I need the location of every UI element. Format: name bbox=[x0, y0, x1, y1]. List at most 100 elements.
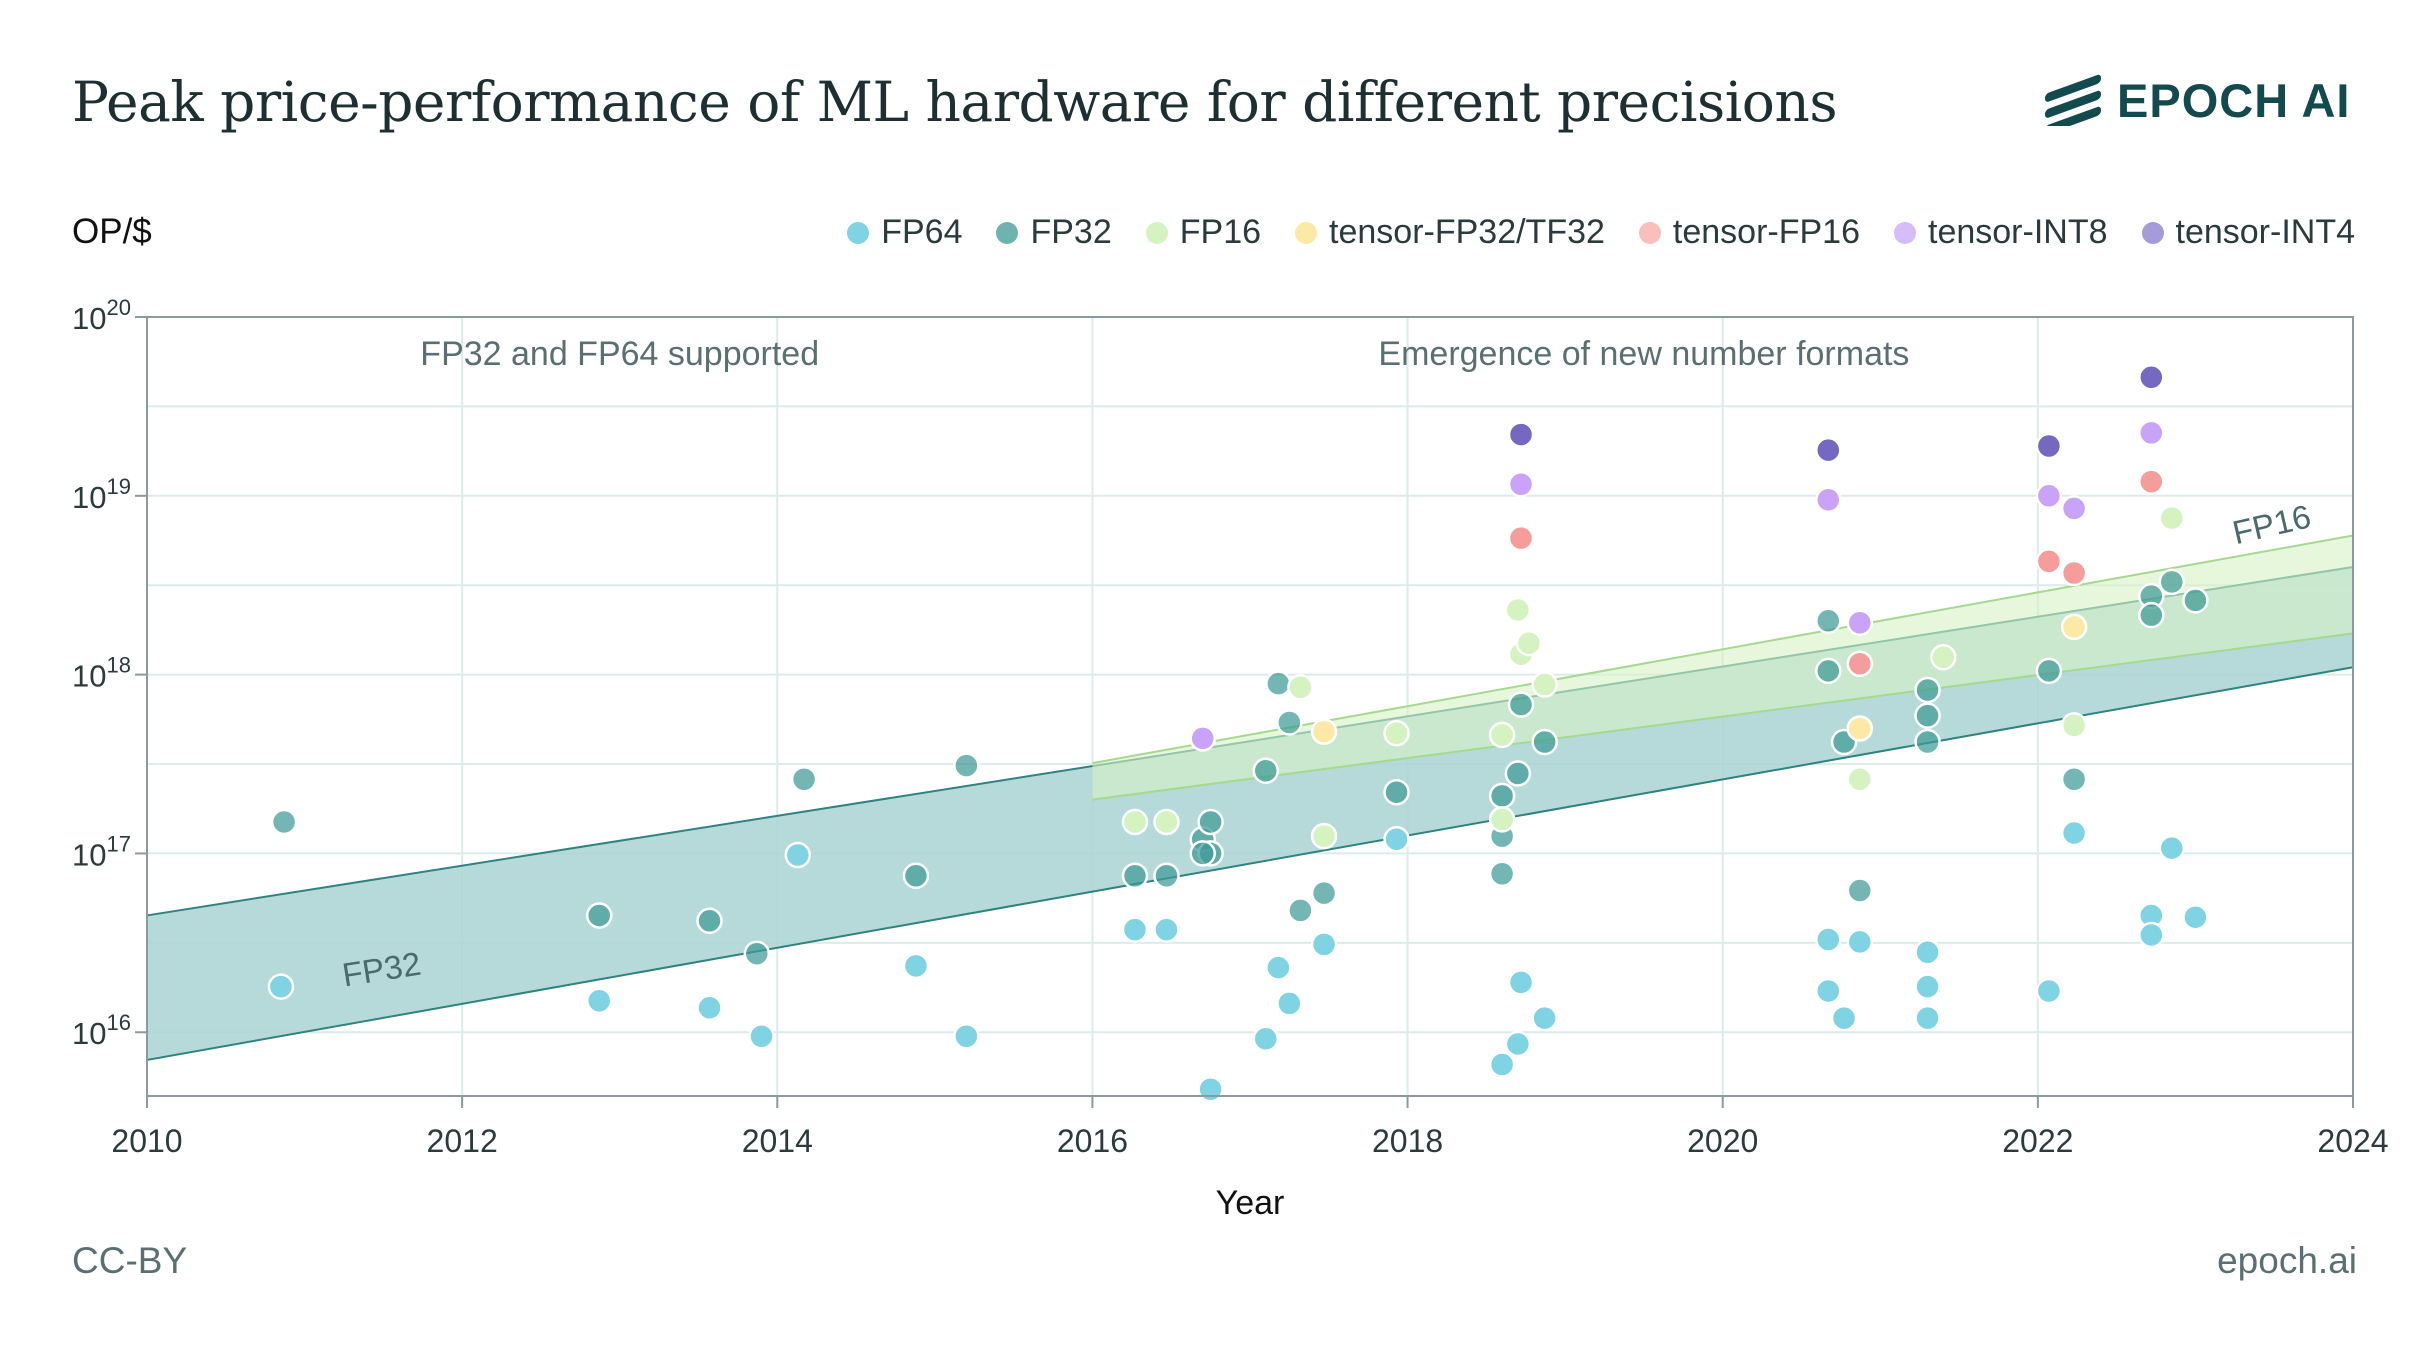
data-point-fp64 bbox=[1197, 1075, 1224, 1103]
x-axis-label: Year bbox=[1216, 1184, 1285, 1222]
data-point-fp64 bbox=[1830, 1004, 1858, 1032]
data-point-fp32 bbox=[2182, 587, 2209, 614]
data-point-tensor-fp32-tf32 bbox=[1846, 715, 1874, 742]
data-point-tensor-int8 bbox=[2060, 495, 2088, 522]
x-tick-label: 2022 bbox=[2002, 1123, 2073, 1159]
y-tick-label: 1018 bbox=[72, 653, 131, 694]
legend-label-tensor-fp32-tf32: tensor-FP32/TF32 bbox=[1329, 213, 1605, 251]
x-tick-label: 2012 bbox=[427, 1123, 498, 1159]
data-point-fp32 bbox=[1846, 877, 1874, 904]
trend-label-fp16: FP16 bbox=[2229, 497, 2314, 551]
y-tick-label: 1020 bbox=[72, 295, 131, 336]
x-tick-label: 2010 bbox=[111, 1123, 182, 1159]
data-point-tensor-int4 bbox=[1815, 436, 1842, 464]
data-point-fp64 bbox=[2138, 921, 2165, 949]
trend-band-upper-fp16 bbox=[1092, 534, 2354, 765]
data-point-fp32 bbox=[1252, 757, 1280, 785]
legend-item-tensor-fp32-tf32[interactable]: tensor-FP32/TF32 bbox=[1295, 213, 1605, 252]
data-point-fp32 bbox=[1265, 670, 1292, 697]
y-unit-label: OP/$ bbox=[72, 212, 152, 251]
data-point-fp64 bbox=[1914, 1004, 1941, 1032]
data-point-fp32 bbox=[790, 765, 818, 793]
data-point-fp32 bbox=[1914, 728, 1941, 756]
data-point-fp16 bbox=[1488, 806, 1516, 833]
data-point-fp32 bbox=[2138, 601, 2165, 629]
data-point-fp64 bbox=[2060, 819, 2088, 847]
legend-dot-fp16 bbox=[1145, 221, 1168, 244]
data-point-tensor-fp16 bbox=[1507, 524, 1535, 552]
data-point-fp16 bbox=[2158, 504, 2186, 532]
legend-item-fp16[interactable]: FP16 bbox=[1145, 213, 1262, 252]
data-point-fp64 bbox=[2158, 834, 2186, 862]
data-point-fp64 bbox=[2035, 977, 2063, 1005]
data-point-fp64 bbox=[1252, 1025, 1280, 1052]
data-point-fp32 bbox=[1914, 676, 1941, 704]
data-point-fp16 bbox=[1383, 720, 1410, 747]
legend-dot-tensor-fp32-tf32 bbox=[1295, 221, 1318, 244]
data-point-fp64 bbox=[1507, 969, 1535, 996]
data-point-fp64 bbox=[1121, 916, 1149, 943]
data-point-fp32 bbox=[1488, 860, 1516, 887]
brand-name: EPOCH AI bbox=[2117, 73, 2351, 127]
legend-label-fp32: FP32 bbox=[1030, 213, 1112, 251]
data-point-fp32 bbox=[1815, 657, 1842, 685]
data-point-fp64 bbox=[902, 952, 930, 980]
site-link[interactable]: epoch.ai bbox=[2217, 1240, 2357, 1281]
data-point-tensor-int4 bbox=[2035, 432, 2063, 460]
data-point-fp16 bbox=[1287, 673, 1314, 701]
data-point-fp64 bbox=[1815, 977, 1842, 1005]
data-point-tensor-int8 bbox=[1846, 609, 1874, 637]
legend-label-fp16: FP16 bbox=[1179, 213, 1262, 251]
data-point-fp16 bbox=[1488, 721, 1516, 749]
data-point-fp32 bbox=[696, 907, 723, 935]
x-tick-label: 2018 bbox=[1372, 1123, 1443, 1159]
data-point-fp32 bbox=[1531, 728, 1558, 756]
legend-label-fp64: FP64 bbox=[881, 213, 963, 251]
data-point-fp32 bbox=[1914, 702, 1941, 729]
data-point-fp32 bbox=[1488, 782, 1516, 810]
brand-logo: EPOCH AI bbox=[2045, 70, 2350, 130]
data-point-fp64 bbox=[1504, 1030, 1532, 1058]
region-annotation: Emergence of new number formats bbox=[1378, 335, 1909, 373]
data-point-fp32 bbox=[1504, 760, 1532, 787]
legend-item-tensor-int8[interactable]: tensor-INT8 bbox=[1894, 213, 2108, 252]
data-point-fp64 bbox=[1383, 826, 1410, 853]
data-point-tensor-int8 bbox=[2138, 419, 2165, 447]
data-point-fp32 bbox=[1197, 808, 1224, 836]
data-point-tensor-int4 bbox=[2138, 364, 2165, 391]
data-point-fp64 bbox=[585, 987, 613, 1015]
x-tick-label: 2016 bbox=[1057, 1123, 1128, 1159]
legend: FP64 FP32 FP16 tensor-FP32/TF32 tensor-F… bbox=[813, 213, 2355, 252]
legend-item-fp64[interactable]: FP64 bbox=[847, 213, 962, 252]
data-point-tensor-fp16 bbox=[2035, 548, 2063, 575]
data-point-fp16 bbox=[1121, 808, 1149, 836]
data-point-fp16 bbox=[1310, 822, 1338, 850]
data-point-fp64 bbox=[953, 1022, 980, 1050]
data-point-fp64 bbox=[1914, 973, 1941, 1000]
data-point-fp32 bbox=[953, 752, 980, 779]
data-point-fp16 bbox=[1930, 644, 1957, 671]
legend-dot-tensor-int8 bbox=[1894, 221, 1916, 244]
data-point-fp16 bbox=[1504, 596, 1532, 624]
data-point-tensor-fp32-tf32 bbox=[1310, 718, 1338, 745]
legend-item-tensor-fp16[interactable]: tensor-FP16 bbox=[1638, 213, 1860, 252]
data-point-fp64 bbox=[1846, 928, 1874, 956]
data-point-fp32 bbox=[1121, 862, 1149, 890]
data-point-fp64 bbox=[1488, 1051, 1516, 1078]
data-point-fp32 bbox=[1310, 879, 1338, 907]
data-point-tensor-fp16 bbox=[2060, 559, 2088, 587]
data-point-fp64 bbox=[748, 1022, 775, 1050]
epoch-logo-icon bbox=[2045, 74, 2101, 126]
data-point-fp32 bbox=[2158, 568, 2186, 596]
legend-label-tensor-int8: tensor-INT8 bbox=[1928, 213, 2108, 251]
y-tick-label: 1017 bbox=[72, 831, 131, 872]
data-point-fp32 bbox=[743, 940, 771, 967]
data-point-fp32 bbox=[585, 902, 613, 929]
data-point-fp64 bbox=[1265, 954, 1292, 981]
legend-item-fp32[interactable]: FP32 bbox=[996, 213, 1112, 252]
legend-item-tensor-int4[interactable]: tensor-INT4 bbox=[2141, 213, 2355, 252]
data-point-tensor-fp16 bbox=[2138, 468, 2165, 495]
data-point-tensor-int8 bbox=[1189, 725, 1216, 752]
region-annotation: FP32 and FP64 supported bbox=[420, 335, 819, 373]
